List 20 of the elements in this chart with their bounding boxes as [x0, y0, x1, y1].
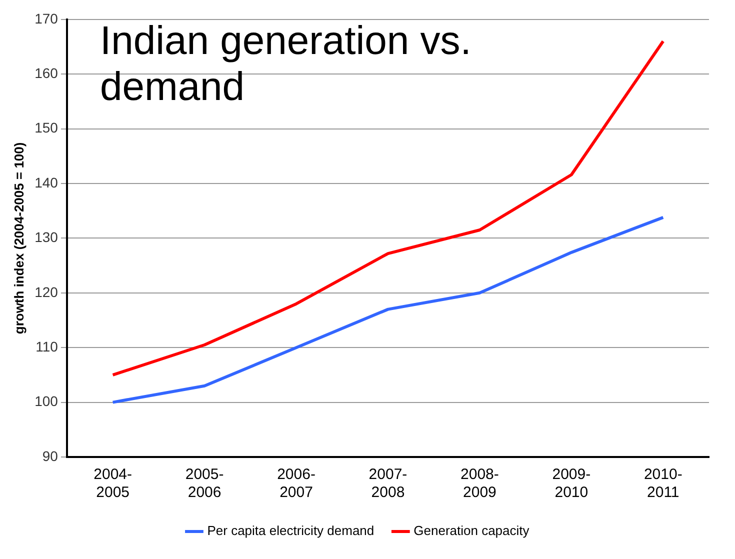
legend-label: Generation capacity: [414, 523, 530, 538]
text: Indian generation vs. demand: [100, 18, 472, 110]
y-tick-label: 150: [34, 120, 58, 136]
y-tick-label: 120: [34, 284, 58, 300]
y-tick-label: 110: [36, 338, 58, 354]
y-tick-label: 170: [34, 10, 58, 26]
y-axis-title: growth index (2004-2005 = 100): [11, 142, 26, 334]
x-tick-label: 2009- 2010: [552, 466, 591, 502]
x-tick-label: 2006- 2007: [277, 466, 316, 502]
x-tick-label: 2008- 2009: [460, 466, 499, 502]
y-tick-label: 90: [42, 448, 58, 464]
y-tick-label: 160: [34, 64, 58, 81]
x-tick-label: 2010- 2011: [644, 466, 682, 502]
x-tick-label: 2005- 2006: [185, 466, 224, 502]
legend-label: Per capita electricity demand: [207, 523, 374, 538]
y-tick-label: 140: [34, 174, 58, 190]
x-tick-label: 2004- 2005: [94, 466, 132, 502]
y-tick-label: 130: [34, 229, 58, 246]
x-tick-label: 2007- 2008: [368, 466, 408, 502]
y-tick-label: 100: [34, 393, 58, 410]
